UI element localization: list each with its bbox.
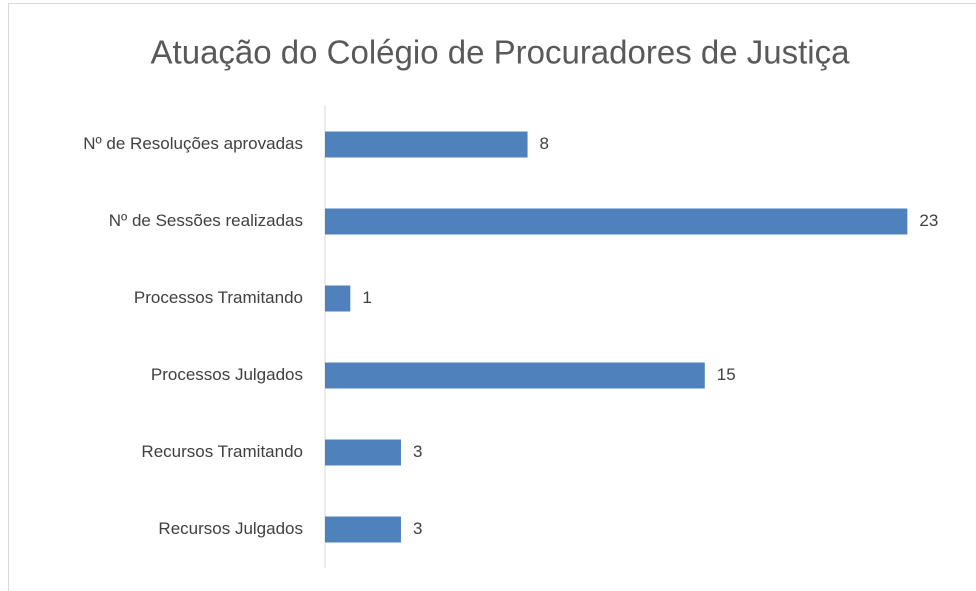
data-label: 8 (540, 134, 549, 153)
y-tick-label: Recursos Julgados (158, 519, 303, 538)
bar (325, 285, 351, 312)
data-label: 3 (413, 519, 422, 538)
data-label: 1 (362, 288, 371, 307)
y-tick-label: Nº de Sessões realizadas (109, 211, 303, 230)
bar (325, 208, 908, 235)
bar (325, 516, 401, 543)
y-tick-label: Processos Julgados (151, 365, 303, 384)
y-tick-label: Nº de Resoluções aprovadas (83, 134, 303, 153)
chart-title: Atuação do Colégio de Procuradores de Ju… (151, 34, 851, 71)
chart-frame (8, 3, 976, 591)
bar (325, 439, 401, 466)
y-tick-label: Recursos Tramitando (141, 442, 303, 461)
data-label: 3 (413, 442, 422, 461)
y-tick-label: Processos Tramitando (134, 288, 303, 307)
bar (325, 131, 528, 158)
data-label: 23 (919, 211, 938, 230)
bar (325, 362, 705, 389)
data-label: 15 (717, 365, 736, 384)
